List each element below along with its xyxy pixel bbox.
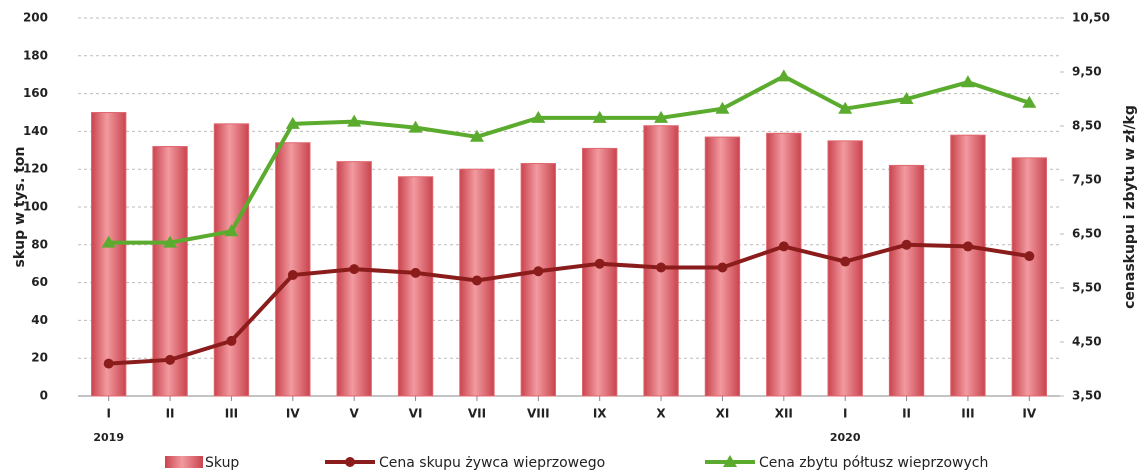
point [471, 275, 482, 286]
legend-label: Cena skupu żywca wieprzowego [379, 455, 605, 471]
y-tick-label: 40 [31, 313, 48, 327]
x-tick-label: IV [1022, 407, 1036, 421]
point [410, 267, 421, 278]
x-group-label: 2020 [830, 431, 861, 444]
point [103, 358, 114, 369]
bar [213, 123, 250, 397]
line [108, 242, 1030, 366]
x-tick-label: IX [593, 407, 607, 421]
point [469, 129, 484, 142]
x-group-label: 2019 [93, 431, 124, 444]
x-tick-label: VI [409, 407, 423, 421]
y2-tick-label: 8,50 [1072, 119, 1102, 133]
y-tick-label: 100 [23, 200, 48, 214]
y2-tick-label: 6,50 [1072, 227, 1102, 241]
point [345, 457, 355, 467]
point [723, 455, 737, 467]
y-tick-label: 200 [23, 11, 48, 25]
x-tick-label: III [225, 407, 238, 421]
bar [275, 142, 311, 397]
point [899, 92, 914, 104]
line [108, 74, 1030, 245]
y-tick-label: 0 [40, 389, 48, 403]
y2-tick-label: 5,50 [1072, 281, 1102, 295]
point [224, 224, 239, 237]
y-tick-label: 80 [31, 237, 48, 251]
point [776, 69, 791, 82]
x-tick-label: X [656, 407, 666, 421]
point [1024, 251, 1035, 262]
bar [950, 134, 986, 397]
point [285, 116, 300, 129]
x-tick-label: VIII [527, 407, 550, 421]
point [165, 354, 176, 365]
point [287, 270, 298, 281]
point [717, 262, 728, 273]
point [163, 235, 178, 248]
y-tick-label: 160 [23, 86, 48, 100]
point [715, 101, 730, 114]
y2-tick-label: 10,50 [1072, 11, 1110, 25]
legend-swatch [165, 456, 203, 468]
point [962, 241, 973, 252]
point [533, 266, 544, 277]
bar [336, 161, 372, 397]
y-tick-label: 20 [31, 351, 48, 365]
bar [643, 125, 679, 397]
point [101, 235, 116, 248]
y-tick-label: 120 [23, 162, 48, 176]
y2-tick-label: 4,50 [1072, 335, 1102, 349]
y2-axis-label: cenaskupu i zbytu w zł/kg [1122, 105, 1138, 309]
point [531, 110, 546, 123]
bar [1011, 157, 1047, 397]
x-tick-label: VII [468, 407, 486, 421]
x-tick-label: I [843, 407, 847, 421]
point [592, 110, 607, 123]
x-tick-label: III [961, 407, 974, 421]
point [838, 101, 853, 114]
x-tick-label: V [350, 407, 360, 421]
x-tick-label: XII [775, 407, 793, 421]
y2-tick-label: 7,50 [1072, 173, 1102, 187]
bar [888, 164, 925, 397]
x-tick-label: I [106, 407, 110, 421]
y-axis-label: skup w tys. ton [12, 147, 28, 268]
legend-label: Cena zbytu półtusz wieprzowych [759, 455, 988, 471]
x-tick-label: IV [286, 407, 300, 421]
point [347, 114, 362, 127]
bar [520, 163, 556, 397]
point [960, 75, 975, 88]
bar [582, 147, 618, 397]
bar [827, 140, 863, 397]
point [594, 258, 605, 269]
point [1022, 95, 1037, 108]
point [840, 256, 851, 267]
legend-label: Skup [205, 455, 239, 471]
y2-tick-label: 3,50 [1072, 389, 1102, 403]
point [778, 241, 789, 252]
x-tick-label: XI [716, 407, 730, 421]
x-tick-label: II [902, 407, 911, 421]
bar [91, 112, 127, 397]
point [656, 262, 667, 273]
point [901, 239, 912, 250]
point [349, 264, 360, 275]
bar [766, 132, 802, 397]
x-tick-label: II [166, 407, 175, 421]
y-tick-label: 140 [23, 124, 48, 138]
bar [397, 176, 434, 397]
point [226, 335, 237, 346]
y-tick-label: 60 [31, 275, 48, 289]
y2-tick-label: 9,50 [1072, 65, 1102, 79]
y-tick-label: 180 [23, 48, 48, 62]
point [408, 120, 423, 133]
point [654, 110, 669, 123]
